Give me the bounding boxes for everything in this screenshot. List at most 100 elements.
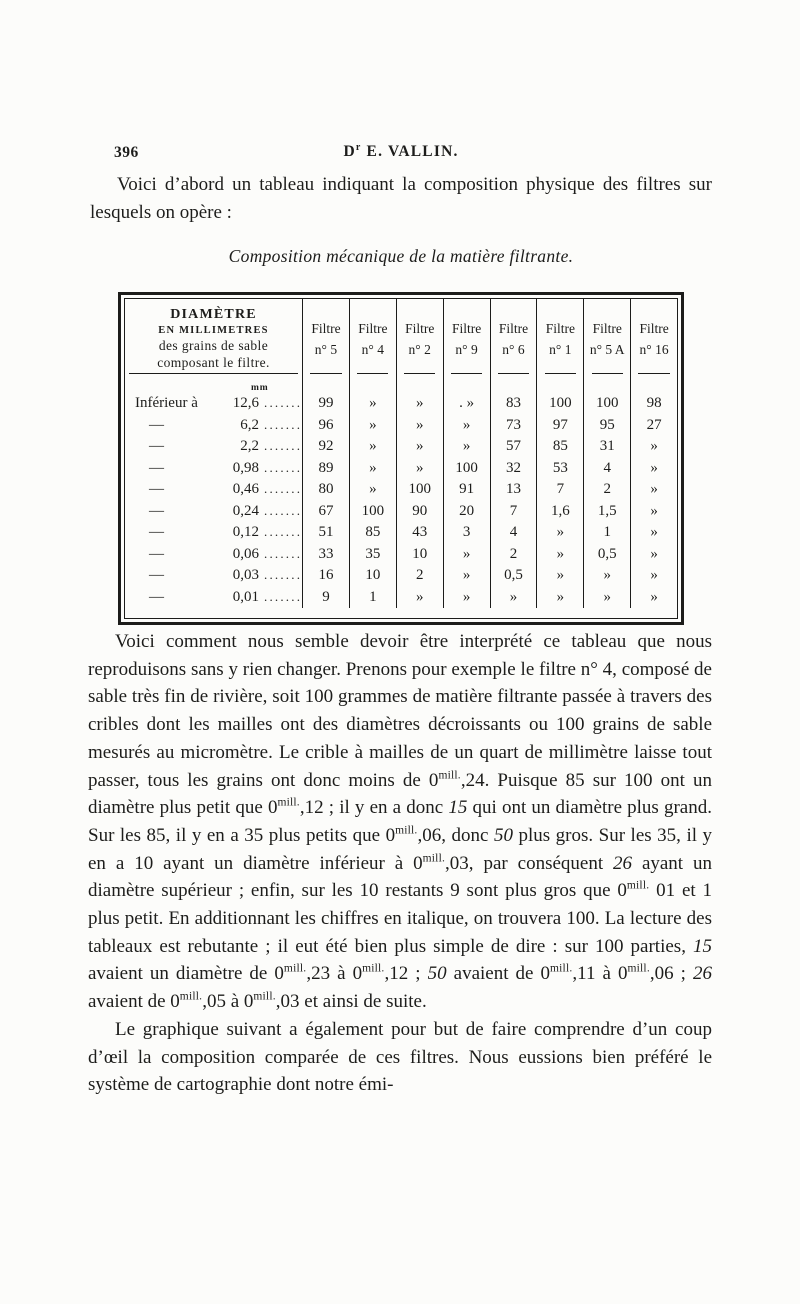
value-cell: 10 bbox=[395, 543, 444, 565]
filter-label: Filtre bbox=[592, 321, 622, 336]
value-cell: 100 bbox=[442, 457, 490, 479]
value-cell: 99 bbox=[302, 393, 350, 415]
leader-dots: ........ bbox=[264, 524, 303, 540]
value-cell: » bbox=[395, 586, 444, 608]
diameter-label-cell: — 0,46........ bbox=[125, 479, 303, 501]
spacer-cell bbox=[584, 608, 631, 619]
diameter-prefix: — bbox=[149, 588, 164, 605]
interpretation-paragraph: Voici comment nous semble devoir être in… bbox=[88, 628, 712, 1016]
value-cell: » bbox=[536, 543, 584, 565]
diameter-label-cell: — 2,2........ bbox=[125, 436, 303, 458]
running-head-initial: D bbox=[343, 143, 356, 160]
composition-table-frame: DIAMÈTRE EN MILLIMETRES des grains de sa… bbox=[118, 292, 684, 625]
value-cell: » bbox=[630, 500, 678, 522]
diameter-value: 2,2 bbox=[240, 438, 259, 455]
superscript-unit: mill. bbox=[395, 824, 418, 837]
leader-dots: ........ bbox=[264, 567, 303, 583]
diameter-value: 0,12 bbox=[232, 524, 259, 541]
superscript-unit: mill. bbox=[362, 963, 385, 976]
diameter-label-cell: — 0,24........ bbox=[125, 501, 303, 523]
value-cell: » bbox=[348, 457, 397, 479]
value-cell: » bbox=[348, 393, 397, 415]
text-run: ,12 ; bbox=[384, 963, 428, 985]
value-cell: 7 bbox=[489, 500, 537, 522]
header-underline bbox=[404, 373, 436, 374]
table-title: Composition mécanique de la matière filt… bbox=[228, 246, 574, 266]
value-cell: » bbox=[395, 457, 444, 479]
filter-number: n° 5 bbox=[314, 342, 338, 357]
value-cell: » bbox=[630, 565, 678, 587]
spacer-row bbox=[125, 608, 678, 619]
header-underline bbox=[357, 373, 389, 374]
value-cell: » bbox=[536, 586, 584, 608]
filter-number: n° 5 A bbox=[589, 342, 625, 357]
spacer-cell bbox=[537, 608, 584, 619]
text-run: ,24. Puisque 85 sur 100 ont un diamètre … bbox=[88, 769, 712, 819]
value-cell: » bbox=[442, 565, 490, 587]
superscript-unit: mill. bbox=[422, 852, 446, 865]
empty-cell bbox=[630, 379, 678, 393]
value-cell: » bbox=[583, 586, 631, 608]
value-cell: » bbox=[442, 586, 490, 608]
header-underline bbox=[497, 373, 530, 374]
header-underline bbox=[591, 373, 623, 374]
header-underline bbox=[129, 373, 298, 374]
diameter-value: 0,01 bbox=[232, 588, 259, 605]
filter-label: Filtre bbox=[311, 321, 341, 336]
superscript-unit: mill. bbox=[550, 963, 573, 976]
value-cell: 53 bbox=[536, 457, 584, 479]
text-run: avaient de 0 bbox=[446, 963, 551, 985]
running-head-superscript: r bbox=[355, 141, 362, 153]
filter-column-header: Filtre n° 2 bbox=[395, 298, 444, 379]
value-cell: 67 bbox=[302, 500, 350, 522]
diameter-label-cell: — 0,01........ bbox=[125, 587, 303, 609]
leader-dots: ........ bbox=[264, 459, 303, 475]
diameter-prefix: — bbox=[149, 524, 164, 541]
text-run: ,03, par conséquent bbox=[445, 852, 614, 874]
filter-number: n° 6 bbox=[502, 342, 525, 357]
value-cell: 95 bbox=[583, 414, 631, 436]
unit-row: mm bbox=[125, 379, 678, 393]
value-cell: » bbox=[630, 543, 678, 565]
superscript-unit: mill. bbox=[283, 963, 307, 976]
diameter-label: — 0,03........ bbox=[135, 567, 303, 584]
filter-column-header: Filtre n° 9 bbox=[442, 298, 490, 379]
value-cell: » bbox=[348, 436, 397, 458]
value-cell: 85 bbox=[536, 436, 584, 458]
graphique-paragraph: Le graphique suivant a également pour bu… bbox=[88, 1016, 712, 1099]
italic-number: 15 bbox=[693, 935, 712, 957]
italic-number: 50 bbox=[493, 824, 513, 846]
value-cell: » bbox=[489, 586, 537, 608]
value-cell: 100 bbox=[583, 393, 631, 415]
filter-label: Filtre bbox=[545, 321, 575, 336]
spacer-cell bbox=[490, 608, 537, 619]
value-cell: 9 bbox=[302, 586, 350, 608]
filter-label: Filtre bbox=[498, 321, 529, 336]
filter-number: n° 1 bbox=[549, 342, 572, 357]
unit-label: mm bbox=[251, 382, 269, 393]
intro-paragraph: Voici d’abord un tableau indiquant la co… bbox=[90, 174, 712, 223]
value-cell: 57 bbox=[489, 436, 537, 458]
value-cell: » bbox=[395, 436, 444, 458]
filter-number: n° 2 bbox=[408, 342, 431, 357]
value-cell: 13 bbox=[489, 479, 537, 501]
superscript-unit: mill. bbox=[626, 880, 650, 892]
filter-column-header: Filtre n° 16 bbox=[630, 298, 678, 379]
leader-dots: ........ bbox=[264, 438, 303, 454]
value-cell: 97 bbox=[536, 414, 584, 436]
diameter-column-header: DIAMÈTRE EN MILLIMETRES des grains de sa… bbox=[125, 299, 303, 380]
diameter-prefix: — bbox=[149, 545, 164, 562]
value-cell: 92 bbox=[302, 436, 350, 458]
leader-dots: ........ bbox=[264, 395, 303, 411]
value-cell: » bbox=[395, 414, 444, 436]
value-cell: 89 bbox=[302, 457, 350, 479]
filter-label: Filtre bbox=[405, 321, 435, 336]
body-text: Voici comment nous semble devoir être in… bbox=[88, 628, 712, 1099]
value-cell: 4 bbox=[583, 457, 631, 479]
diameter-label-cell: — 6,2........ bbox=[125, 415, 303, 437]
filter-number: n° 9 bbox=[455, 342, 478, 357]
